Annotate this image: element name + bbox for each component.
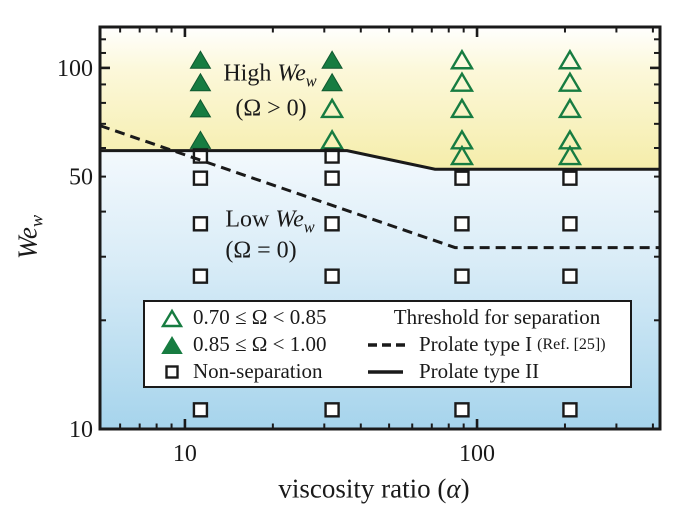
non-separation-marker	[324, 268, 340, 284]
separation-open-marker	[557, 97, 583, 119]
axis-tick-labels: 10 100 100 50 10	[57, 56, 495, 467]
non-separation-marker	[192, 170, 209, 186]
legend-item-open-triangle: 0.70 ≤ Ω < 0.85	[157, 304, 326, 331]
non-separation-marker	[192, 402, 209, 418]
y-tick-label: 50	[69, 165, 93, 191]
separation-open-marker	[449, 144, 475, 166]
high-label-we: We	[277, 60, 306, 87]
high-label-text: High	[223, 60, 278, 87]
solid-line-icon	[368, 369, 403, 374]
legend-threshold-column: Threshold for separation Prolate type I …	[367, 304, 627, 385]
high-wew-annotation-line2: (Ω > 0)	[235, 95, 307, 122]
non-separation-marker	[454, 268, 470, 284]
threshold-item-label: Prolate type I	[419, 332, 533, 356]
x-axis-title-paren: )	[460, 473, 470, 504]
x-axis-title: viscosity ratio (α)	[278, 474, 469, 505]
low-label-we: We	[275, 206, 304, 233]
low-label-sub: w	[303, 217, 315, 237]
high-wew-region	[100, 27, 660, 170]
data-points	[189, 48, 583, 418]
plot-frame	[98, 25, 662, 431]
separation-open-marker	[449, 97, 475, 119]
y-tick-label: 100	[57, 56, 93, 82]
threshold-item-label: Prolate type II	[419, 359, 540, 383]
separation-open-marker	[449, 48, 475, 70]
y-axis-title: Wew	[12, 215, 47, 259]
separation-filled-marker	[189, 50, 212, 69]
x-axis-title-text: viscosity ratio (	[278, 473, 447, 504]
low-wew-annotation-line1: Low Wew	[225, 207, 314, 238]
threshold-item-ref: (Ref. [25])	[537, 335, 606, 353]
separation-open-marker	[557, 144, 583, 166]
non-separation-marker	[192, 216, 209, 232]
separation-open-marker	[319, 97, 345, 119]
legend-marker-column: 0.70 ≤ Ω < 0.85 0.85 ≤ Ω < 1.00 Non-sepa…	[157, 304, 326, 385]
non-separation-marker	[562, 170, 578, 186]
axis-ticks	[100, 27, 660, 431]
non-separation-marker	[324, 402, 340, 418]
open-triangle-icon	[157, 308, 187, 328]
high-wew-annotation-line1: High Wew	[223, 61, 316, 92]
y-axis-title-sub: w	[26, 214, 47, 228]
separation-open-marker	[449, 71, 475, 92]
threshold-title: Threshold for separation	[393, 305, 601, 329]
separation-open-marker	[557, 48, 583, 70]
dashed-line-icon	[368, 342, 410, 347]
non-separation-marker	[454, 216, 470, 232]
y-tick-label: 10	[69, 417, 93, 443]
non-separation-marker	[192, 268, 209, 284]
separation-filled-marker	[189, 98, 212, 118]
filled-triangle-icon	[157, 335, 187, 355]
non-separation-marker	[562, 268, 578, 284]
alpha-symbol: α	[446, 473, 461, 504]
threshold-line-prolate-type-i	[99, 124, 660, 250]
non-separation-marker	[324, 216, 340, 232]
legend-item-prolate-type-ii: Prolate type II	[367, 358, 627, 385]
non-separation-marker	[562, 216, 578, 232]
open-square-icon	[157, 364, 187, 380]
legend-item-label: 0.70 ≤ Ω < 0.85	[193, 305, 327, 329]
legend-item-label: 0.85 ≤ Ω < 1.00	[193, 332, 327, 356]
y-axis-title-main: We	[12, 227, 43, 260]
legend-item-prolate-type-i: Prolate type I (Ref. [25])	[367, 331, 627, 358]
separation-filled-marker	[189, 72, 212, 92]
legend-item-non-separation: Non-separation	[157, 358, 326, 385]
threshold-line-prolate-type-ii	[100, 149, 660, 171]
non-separation-marker	[324, 170, 340, 186]
separation-filled-marker	[321, 50, 343, 69]
x-tick-label: 100	[459, 441, 495, 467]
non-separation-marker	[454, 402, 470, 418]
x-tick-label: 10	[173, 441, 197, 467]
low-label-text: Low	[225, 206, 276, 233]
separation-open-marker	[557, 71, 583, 92]
separation-filled-marker	[321, 72, 343, 92]
legend-item-filled-triangle: 0.85 ≤ Ω < 1.00	[157, 331, 326, 358]
low-wew-annotation-line2: (Ω = 0)	[225, 237, 297, 264]
legend-item-label: Non-separation	[193, 359, 323, 383]
high-label-sub: w	[305, 71, 317, 91]
legend-box: 0.70 ≤ Ω < 0.85 0.85 ≤ Ω < 1.00 Non-sepa…	[143, 300, 632, 388]
non-separation-marker	[454, 170, 470, 186]
non-separation-marker	[562, 402, 578, 418]
